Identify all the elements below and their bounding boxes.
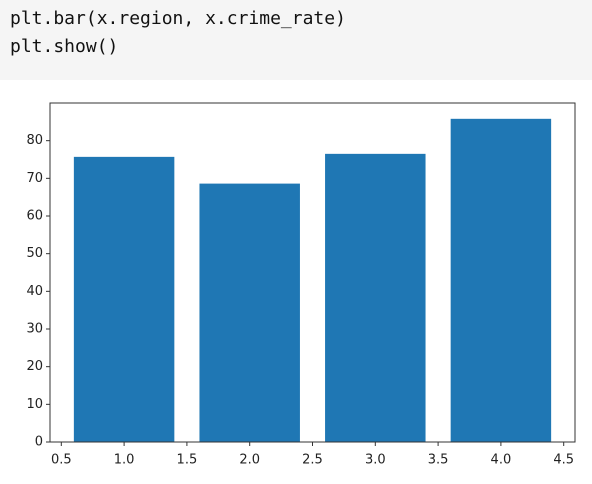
bar bbox=[199, 183, 300, 442]
y-tick-label: 80 bbox=[26, 133, 43, 148]
y-tick-label: 20 bbox=[26, 359, 43, 374]
x-tick-label: 0.5 bbox=[51, 453, 72, 468]
x-tick-label: 1.5 bbox=[177, 453, 198, 468]
y-tick-label: 60 bbox=[26, 209, 43, 224]
y-tick-label: 10 bbox=[26, 397, 43, 412]
bar bbox=[450, 118, 552, 442]
x-tick-label: 3.5 bbox=[428, 453, 449, 468]
code-cell[interactable]: plt.bar(x.region, x.crime_rate) plt.show… bbox=[0, 0, 592, 80]
code-line: plt.bar(x.region, x.crime_rate) bbox=[10, 8, 346, 29]
y-tick-label: 30 bbox=[26, 322, 43, 337]
x-tick-label: 4.0 bbox=[491, 453, 512, 468]
x-tick-label: 1.0 bbox=[114, 453, 135, 468]
y-tick-label: 50 bbox=[26, 246, 43, 261]
code-line: plt.show() bbox=[10, 36, 119, 57]
bar bbox=[325, 153, 426, 442]
y-tick-label: 40 bbox=[26, 284, 43, 299]
y-tick-label: 0 bbox=[35, 435, 43, 450]
x-tick-label: 2.5 bbox=[302, 453, 323, 468]
x-tick-label: 3.0 bbox=[365, 453, 386, 468]
x-tick-label: 2.0 bbox=[239, 453, 260, 468]
bar bbox=[73, 156, 175, 442]
x-tick-label: 4.5 bbox=[553, 453, 574, 468]
y-tick-label: 70 bbox=[26, 171, 43, 186]
